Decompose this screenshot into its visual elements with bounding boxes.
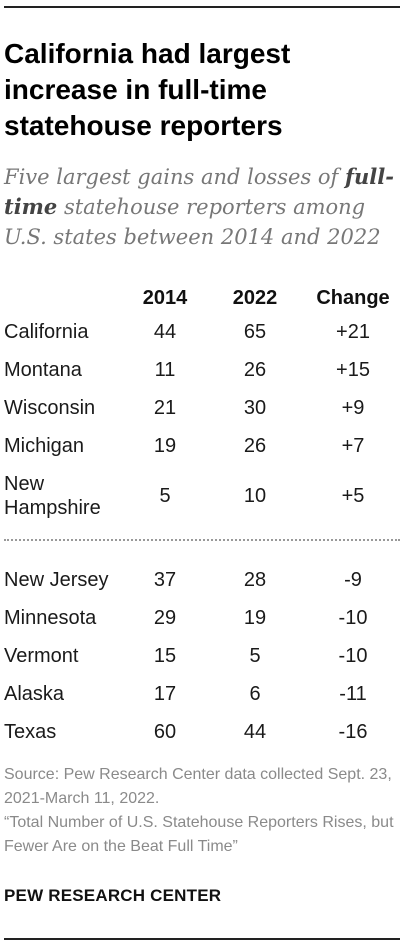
value-change: +9 <box>341 397 365 419</box>
chart-subtitle: Five largest gains and losses of full-ti… <box>4 162 396 252</box>
value-2022: 26 <box>243 359 267 381</box>
value-2014: 19 <box>153 435 177 457</box>
value-2014: 17 <box>153 683 177 705</box>
value-change: -10 <box>338 607 368 629</box>
value-2022: 6 <box>249 683 261 705</box>
value-2014: 44 <box>153 321 177 343</box>
subtitle-text-2: statehouse reporters among U.S. states b… <box>4 195 381 249</box>
state-name: New Hampshire <box>4 473 101 519</box>
value-change: +5 <box>341 485 365 507</box>
value-change: -11 <box>339 683 367 705</box>
value-2014: 21 <box>153 397 177 419</box>
value-2022: 5 <box>249 645 261 667</box>
value-2022: 26 <box>243 435 267 457</box>
state-name: Wisconsin <box>4 397 96 419</box>
chart-title: California had largest increase in full-… <box>4 38 291 141</box>
subtitle-text-1: Five largest gains and losses of <box>4 165 345 189</box>
value-change: +15 <box>336 359 370 381</box>
value-change: -16 <box>338 721 368 743</box>
top-rule <box>4 6 400 8</box>
source-line-2: “Total Number of U.S. Statehouse Reporte… <box>4 814 394 855</box>
gains-losses-divider <box>4 539 400 541</box>
brand-logo-text: PEW RESEARCH CENTER <box>4 886 222 905</box>
value-2014: 5 <box>159 485 171 507</box>
column-header-2014: 2014 <box>142 287 188 309</box>
subtitle-emphasis: full-time <box>4 164 394 219</box>
value-2022: 28 <box>243 569 267 591</box>
value-2014: 11 <box>154 359 176 381</box>
value-change: -10 <box>338 645 368 667</box>
value-change: -9 <box>344 569 362 591</box>
column-header-2022: 2022 <box>232 287 278 309</box>
state-name: Alaska <box>4 683 65 705</box>
value-2022: 30 <box>243 397 267 419</box>
value-change: +21 <box>336 321 370 343</box>
column-header-change: Change <box>316 287 390 309</box>
state-name: Michigan <box>4 435 85 457</box>
value-2022: 10 <box>243 485 267 507</box>
value-2014: 60 <box>153 721 177 743</box>
state-name: Minnesota <box>4 607 97 629</box>
state-name: Vermont <box>4 645 79 667</box>
value-2014: 37 <box>153 569 177 591</box>
source-line-1: Source: Pew Research Center data collect… <box>4 766 392 807</box>
state-name: New Jersey <box>4 569 109 591</box>
source-note: Source: Pew Research Center data collect… <box>4 763 400 859</box>
state-name: California <box>4 321 89 343</box>
bottom-rule <box>4 938 400 940</box>
value-2014: 15 <box>153 645 177 667</box>
state-name: Texas <box>4 721 57 743</box>
value-2022: 65 <box>243 321 267 343</box>
value-2022: 19 <box>243 607 267 629</box>
state-name: Montana <box>4 359 82 381</box>
value-2022: 44 <box>243 721 267 743</box>
value-2014: 29 <box>153 607 177 629</box>
value-change: +7 <box>341 435 365 457</box>
